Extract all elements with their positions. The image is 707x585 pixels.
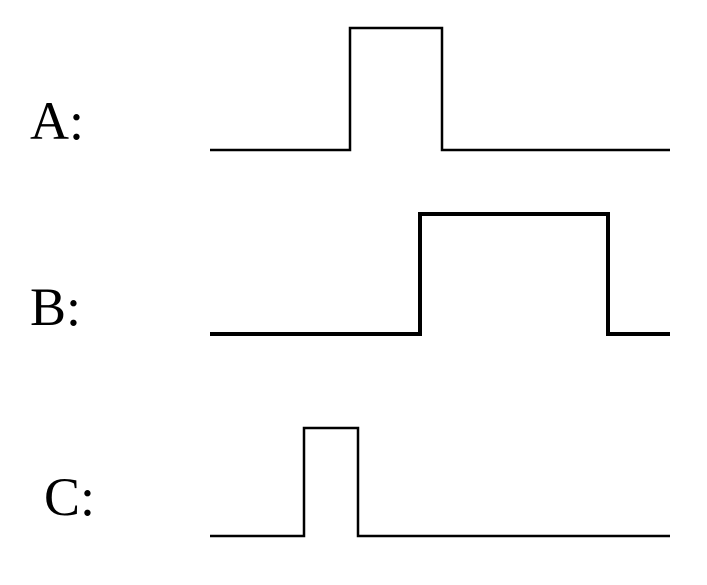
label-a: A: [30, 90, 84, 152]
label-b: B: [30, 276, 81, 338]
pulse-waveform-c [210, 406, 670, 542]
label-c: C: [44, 466, 95, 528]
pulse-waveform-b [210, 200, 670, 340]
pulse-waveform-a [210, 20, 670, 156]
